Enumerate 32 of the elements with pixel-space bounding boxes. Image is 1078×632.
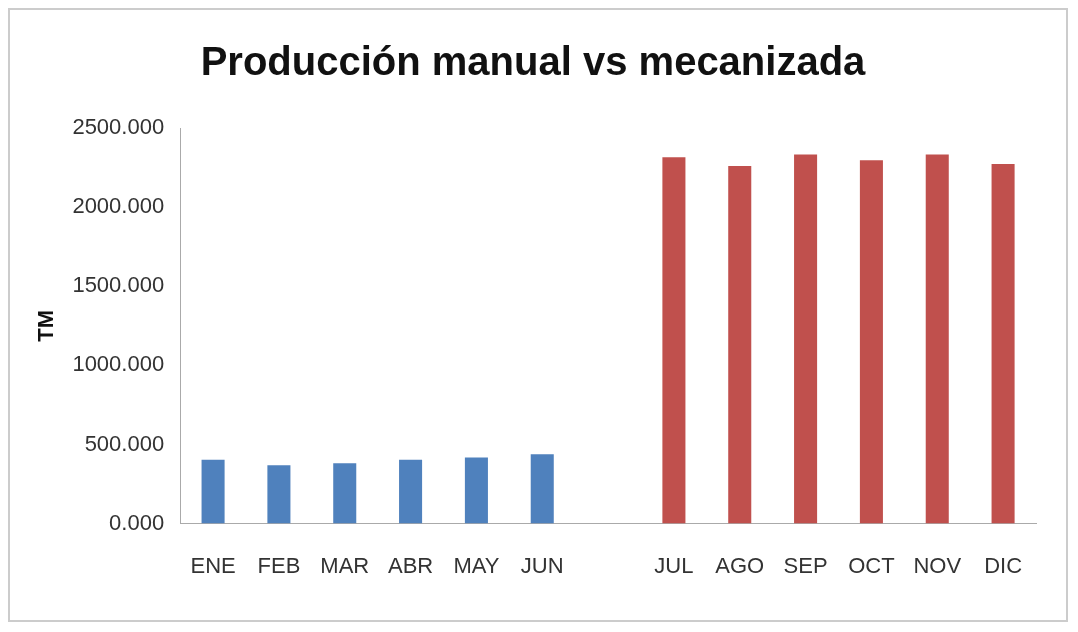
y-axis-title: TM [33,309,59,342]
x-tick-label: OCT [848,552,895,578]
x-tick-label: FEB [257,552,301,578]
bar [399,459,423,524]
x-tick-label: JUN [520,552,564,578]
bar [794,154,818,524]
bar [333,463,357,524]
bar [662,157,686,524]
y-tick-label: 1500.000 [72,272,165,298]
x-tick-label: MAR [320,552,370,578]
bar [201,459,225,524]
bar [464,457,488,524]
x-tick-label: MAY [453,552,500,578]
bar [267,465,291,524]
bar [728,165,752,524]
x-tick-label: AGO [715,552,765,578]
x-tick-label: DIC [984,552,1023,578]
x-tick-label: NOV [913,552,962,578]
x-tick-label: ABR [387,552,434,578]
x-tick-label: SEP [783,552,828,578]
bar [991,163,1015,524]
x-tick-label: ENE [190,552,236,578]
y-tick-label: 2500.000 [72,114,165,140]
bar [530,454,554,524]
x-tick-label: JUL [654,552,694,578]
bar [925,154,949,524]
chart-title: Producción manual vs mecanizada [200,39,867,84]
y-tick-label: 0.000 [109,509,165,535]
y-tick-label: 500.000 [84,430,165,456]
y-tick-label: 1000.000 [72,351,165,377]
bar [859,160,883,524]
y-tick-label: 2000.000 [72,193,165,219]
